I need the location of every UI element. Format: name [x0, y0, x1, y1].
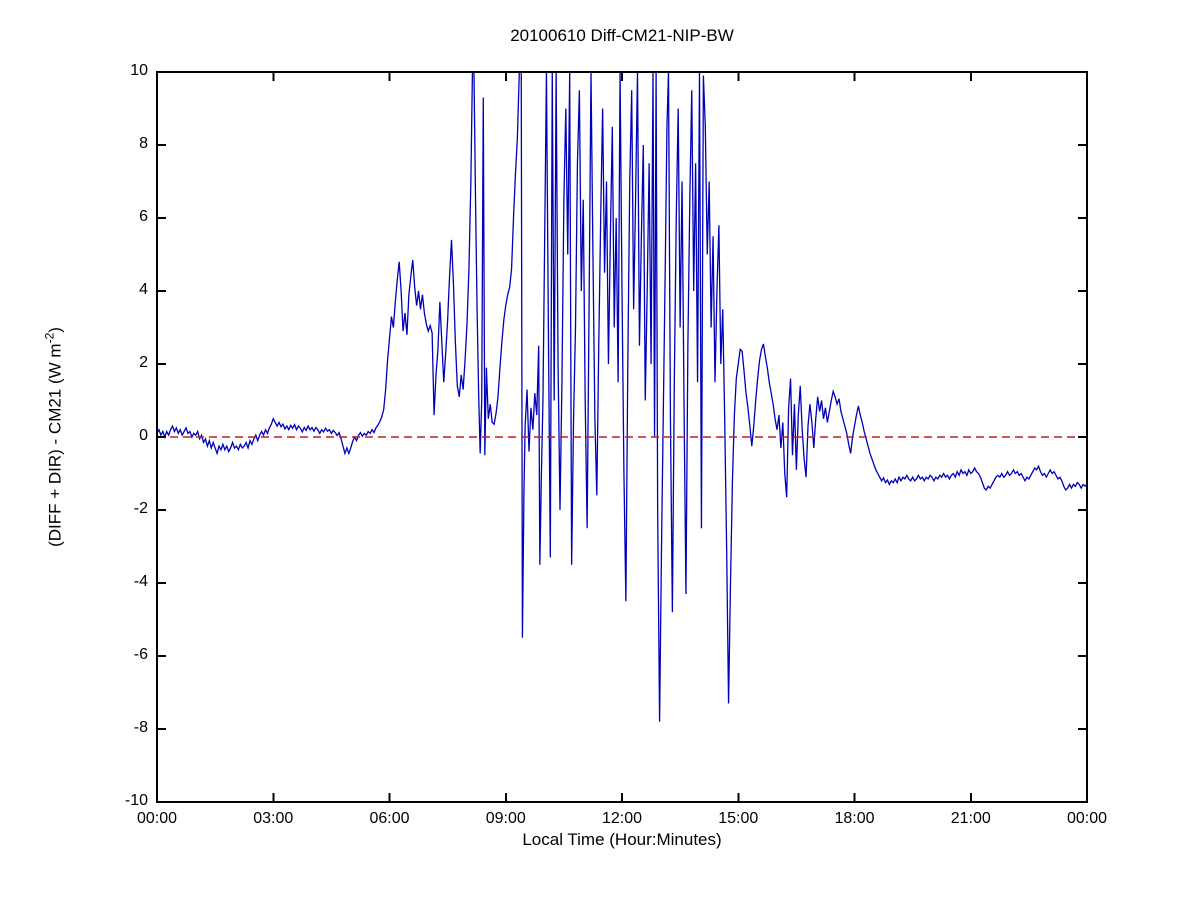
y-tick-label: 4 — [139, 281, 148, 298]
y-tick-label: 6 — [139, 208, 148, 225]
y-tick-label: -8 — [133, 719, 148, 736]
series-data-line — [156, 71, 1088, 722]
y-tick-label: 8 — [139, 135, 148, 152]
x-tick-label: 15:00 — [718, 810, 759, 827]
x-tick-label: 06:00 — [369, 810, 410, 827]
x-tick-label: 18:00 — [834, 810, 875, 827]
x-tick-label: 12:00 — [601, 810, 643, 827]
axes-box — [156, 71, 1088, 803]
x-tick-label: 03:00 — [253, 810, 294, 827]
y-tick-label: -2 — [133, 500, 148, 517]
x-tick-label: 00:00 — [1066, 810, 1108, 827]
y-tick-label: -6 — [133, 646, 148, 663]
x-tick-label: 00:00 — [136, 810, 178, 827]
x-tick-label: 21:00 — [950, 810, 991, 827]
y-tick-label: -4 — [133, 573, 148, 590]
x-tick-label: 09:00 — [485, 810, 526, 827]
y-tick-label: -10 — [124, 792, 148, 809]
x-axis-label: Local Time (Hour:Minutes) — [522, 830, 722, 849]
chart-title: 20100610 Diff-CM21-NIP-BW — [510, 26, 734, 45]
y-tick-label: 0 — [139, 427, 148, 444]
y-tick-label: 2 — [139, 354, 148, 371]
y-tick-label: 10 — [130, 62, 148, 79]
